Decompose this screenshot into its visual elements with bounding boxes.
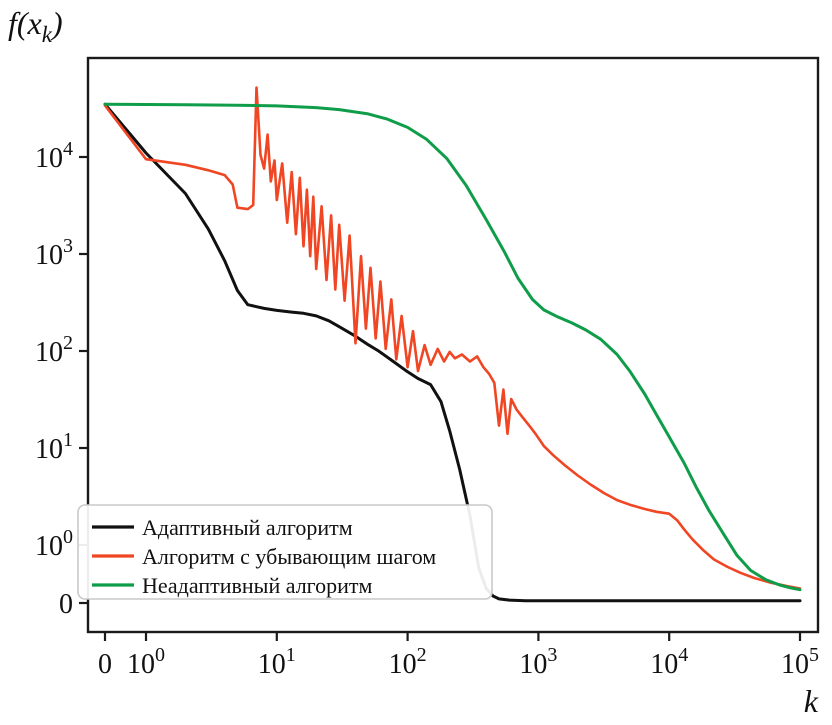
legend-item-adaptive: Адаптивный алгоритм	[92, 515, 353, 540]
legend-box	[77, 504, 493, 600]
x-axis-label: k	[804, 683, 819, 719]
x-tick-label: 103	[519, 644, 557, 680]
legend-label-decreasing-step: Алгоритм с убывающим шагом	[142, 544, 436, 569]
series-line-decreasing-step	[103, 86, 802, 590]
x-tick-label: 102	[389, 644, 427, 680]
legend: Адаптивный алгоритм Алгоритм с убывающим …	[77, 504, 493, 600]
plot-frame	[86, 56, 820, 634]
series-line-non-adaptive	[103, 102, 802, 592]
legend-item-decreasing-step: Алгоритм с убывающим шагом	[92, 544, 436, 569]
x-tick-label: 104	[650, 644, 688, 680]
y-tick-label: 104	[35, 138, 73, 174]
legend-item-non-adaptive: Неадаптивный алгоритм	[92, 573, 373, 598]
x-tick-label: 101	[258, 644, 296, 680]
y-tick-label: 101	[35, 429, 73, 465]
y-axis-label: f(xk)	[8, 5, 63, 47]
y-tick-label: 103	[35, 235, 73, 271]
y-tick-label: 102	[35, 332, 73, 368]
legend-label-adaptive: Адаптивный алгоритм	[142, 515, 353, 540]
legend-label-non-adaptive: Неадаптивный алгоритм	[142, 573, 373, 598]
y-tick-label: 100	[35, 526, 73, 562]
y-tick-label: 0	[59, 589, 73, 620]
x-tick-label: 0	[98, 649, 112, 680]
x-tick-label: 100	[127, 644, 165, 680]
x-tick-label: 105	[781, 644, 819, 680]
series-line-adaptive	[103, 102, 802, 603]
